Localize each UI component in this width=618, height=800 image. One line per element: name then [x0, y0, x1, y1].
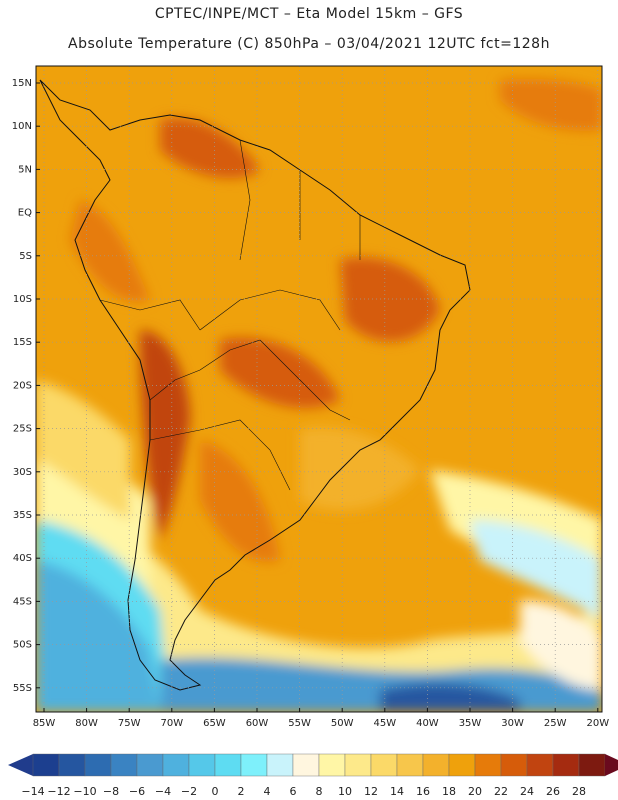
lat-label: 40S: [13, 553, 32, 564]
colorbar-swatch: [240, 753, 268, 777]
lon-label: 55W: [288, 718, 311, 729]
lon-label: 40W: [416, 718, 439, 729]
colorbar-over-arrow: [605, 754, 618, 776]
colorbar-label: −2: [181, 785, 197, 798]
map-title-line1: CPTEC/INPE/MCT – Eta Model 15km – GFS: [154, 6, 464, 22]
colorbar-swatch: [32, 753, 60, 777]
colorbar-swatch: [58, 753, 86, 777]
colorbar-label: 4: [264, 785, 271, 798]
colorbar-label: 2: [238, 785, 245, 798]
colorbar-label: 28: [572, 785, 586, 798]
colorbar-swatch: [292, 753, 320, 777]
colorbar-label: 6: [290, 785, 297, 798]
lon-label: 25W: [544, 718, 567, 729]
colorbar-swatch: [136, 753, 164, 777]
colorbar-label: 8: [316, 785, 323, 798]
map-title-line2: Absolute Temperature (C) 850hPa – 03/04/…: [68, 36, 550, 52]
colorbar-label: −14: [21, 785, 44, 798]
temperature-field: [36, 66, 602, 712]
lat-label: 35S: [13, 510, 32, 521]
colorbar-label: 0: [212, 785, 219, 798]
colorbar-swatch: [84, 753, 112, 777]
map-frame: [35, 65, 603, 713]
lon-label: 65W: [203, 718, 226, 729]
colorbar-swatch: [578, 753, 606, 777]
colorbar-swatch: [318, 753, 346, 777]
lat-label: 5N: [18, 164, 32, 175]
colorbar-swatch: [266, 753, 294, 777]
longitude-labels: 85W 80W 75W 70W 65W 60W 55W 50W 45W 40W 35W 30W 25W 2…: [33, 708, 609, 729]
lat-label: 15S: [13, 337, 32, 348]
colorbar: −14 −12 −10 −8 −6 −4 −2 0 2 4 6 8 10 12 14 16 18 20 22 24 26…: [8, 753, 618, 798]
colorbar-label: −6: [129, 785, 145, 798]
colorbar-label: 14: [390, 785, 404, 798]
lon-label: 45W: [373, 718, 396, 729]
lat-label: 15N: [12, 78, 32, 89]
colorbar-swatch: [344, 753, 372, 777]
lat-label: EQ: [18, 208, 32, 219]
colorbar-label: −10: [73, 785, 96, 798]
colorbar-label: 16: [416, 785, 430, 798]
colorbar-label: −8: [103, 785, 119, 798]
colorbar-swatch: [422, 753, 450, 777]
lon-label: 75W: [118, 718, 141, 729]
colorbar-swatch: [448, 753, 476, 777]
colorbar-swatch: [396, 753, 424, 777]
lat-label: 25S: [13, 424, 32, 435]
colorbar-label: 24: [520, 785, 534, 798]
colorbar-swatch: [188, 753, 216, 777]
colorbar-label: −4: [155, 785, 171, 798]
lon-label: 60W: [246, 718, 269, 729]
colorbar-label: 20: [468, 785, 482, 798]
colorbar-label: 18: [442, 785, 456, 798]
colorbar-label: 12: [364, 785, 378, 798]
colorbar-swatch: [552, 753, 580, 777]
lat-label: 55S: [13, 683, 32, 694]
lon-label: 70W: [160, 718, 183, 729]
colorbar-label: −12: [47, 785, 70, 798]
lon-label: 50W: [331, 718, 354, 729]
lat-label: 10S: [13, 294, 32, 305]
lat-label: 10N: [12, 121, 32, 132]
colorbar-swatch: [370, 753, 398, 777]
colorbar-label: 22: [494, 785, 508, 798]
colorbar-swatch: [214, 753, 242, 777]
lon-label: 35W: [459, 718, 482, 729]
colorbar-label: 10: [338, 785, 352, 798]
colorbar-label: 26: [546, 785, 560, 798]
latitude-labels: 15N 10N 5N EQ 5S 10S 15S 20S 25S 30S 35S 40S 45S 50S 5…: [12, 78, 40, 694]
lat-label: 20S: [13, 380, 32, 391]
colorbar-swatch: [474, 753, 502, 777]
lat-label: 45S: [13, 596, 32, 607]
lon-label: 80W: [75, 718, 98, 729]
colorbar-swatch: [162, 753, 190, 777]
lat-label: 30S: [13, 467, 32, 478]
colorbar-swatch: [526, 753, 554, 777]
colorbar-swatch: [500, 753, 528, 777]
colorbar-under-arrow: [8, 754, 33, 776]
lat-label: 5S: [19, 251, 32, 262]
lon-label: 85W: [33, 718, 56, 729]
continent-outline: [39, 79, 471, 691]
colorbar-swatch: [110, 753, 138, 777]
lon-label: 30W: [501, 718, 524, 729]
lat-label: 50S: [13, 640, 32, 651]
lon-label: 20W: [586, 718, 609, 729]
